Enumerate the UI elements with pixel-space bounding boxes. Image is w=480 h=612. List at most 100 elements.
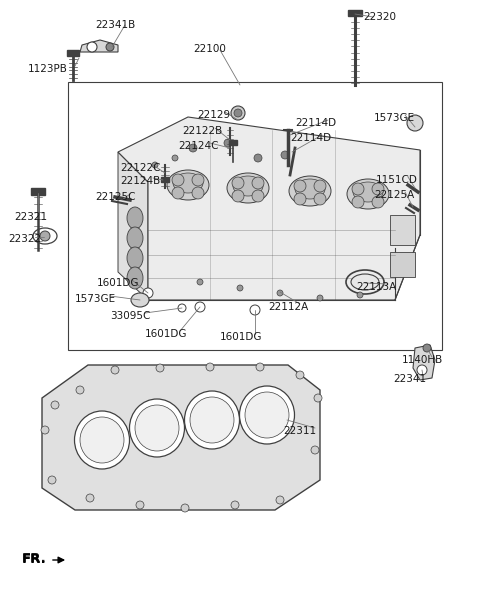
Circle shape [172,174,184,186]
Bar [31,188,45,195]
Bar [229,140,237,145]
Circle shape [189,144,197,152]
Circle shape [86,494,94,502]
Text: 22341: 22341 [393,374,426,384]
Text: 1151CD: 1151CD [376,175,418,185]
Ellipse shape [167,170,209,200]
Circle shape [237,285,243,291]
Ellipse shape [131,293,149,307]
Circle shape [314,193,326,205]
Polygon shape [80,40,118,52]
Text: 1573GE: 1573GE [75,294,116,304]
Ellipse shape [233,176,263,196]
Bar [348,10,362,16]
Ellipse shape [351,274,379,290]
Ellipse shape [127,267,143,289]
Text: 22124B: 22124B [120,176,160,186]
Circle shape [311,446,319,454]
Text: 22129: 22129 [197,110,230,120]
Circle shape [234,109,242,117]
Circle shape [40,231,50,241]
Text: 1601DG: 1601DG [220,332,263,342]
Circle shape [152,162,158,168]
Circle shape [172,155,178,161]
Polygon shape [413,345,435,380]
Text: 1601DG: 1601DG [145,329,188,339]
Circle shape [314,394,322,402]
Circle shape [143,288,153,298]
Circle shape [48,476,56,484]
Circle shape [372,196,384,208]
Text: 1140HB: 1140HB [402,355,443,365]
Circle shape [252,177,264,189]
Ellipse shape [227,173,269,203]
Circle shape [136,501,144,509]
Circle shape [172,187,184,199]
Polygon shape [42,365,320,510]
Polygon shape [118,152,148,300]
Text: 22320: 22320 [363,12,396,22]
Circle shape [296,371,304,379]
Circle shape [294,180,306,192]
Circle shape [41,426,49,434]
Circle shape [156,364,164,372]
Text: 1601DG: 1601DG [97,278,140,288]
Text: 22112A: 22112A [268,302,308,312]
Circle shape [232,190,244,202]
Circle shape [231,106,245,120]
Circle shape [206,363,214,371]
Ellipse shape [130,399,184,457]
Circle shape [294,193,306,205]
Bar [67,50,79,56]
Circle shape [250,305,260,315]
Text: 22341B: 22341B [95,20,135,30]
Text: 33095C: 33095C [110,311,150,321]
Text: FR.: FR. [22,553,47,566]
Circle shape [197,279,203,285]
Circle shape [76,386,84,394]
Circle shape [106,43,114,51]
Circle shape [181,504,189,512]
Circle shape [111,366,119,374]
Circle shape [231,501,239,509]
Bar [390,252,415,277]
Bar [390,215,415,245]
Text: 22125C: 22125C [95,192,135,202]
Circle shape [192,174,204,186]
Circle shape [352,196,364,208]
Polygon shape [118,117,420,300]
Ellipse shape [245,392,289,438]
Text: 22114D: 22114D [295,118,336,128]
Ellipse shape [74,411,130,469]
Circle shape [357,292,363,298]
Circle shape [281,151,289,159]
Ellipse shape [240,386,295,444]
Circle shape [51,401,59,409]
Ellipse shape [127,227,143,249]
Circle shape [276,496,284,504]
Bar [68,82,442,350]
Circle shape [407,115,423,131]
Circle shape [87,42,97,52]
Ellipse shape [127,207,143,229]
Text: 1573GE: 1573GE [374,113,415,123]
Circle shape [232,177,244,189]
Circle shape [372,183,384,195]
Ellipse shape [289,176,331,206]
Ellipse shape [173,173,203,193]
Text: 22311: 22311 [283,426,316,436]
Bar [161,177,169,182]
Circle shape [423,344,431,352]
Circle shape [178,304,186,312]
Text: 22122B: 22122B [182,126,222,136]
Circle shape [224,139,232,147]
Ellipse shape [353,182,383,202]
Circle shape [256,363,264,371]
Circle shape [314,180,326,192]
Ellipse shape [80,417,124,463]
Ellipse shape [184,391,240,449]
Text: 22125A: 22125A [374,190,414,200]
Text: 22122C: 22122C [120,163,160,173]
Ellipse shape [347,179,389,209]
Text: FR.: FR. [22,552,47,565]
